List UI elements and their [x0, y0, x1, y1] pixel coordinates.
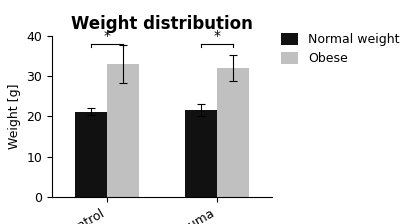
- Legend: Normal weight, Obese: Normal weight, Obese: [281, 33, 400, 65]
- Bar: [75, 112, 107, 197]
- Y-axis label: Weight [g]: Weight [g]: [8, 84, 21, 149]
- Bar: [217, 68, 249, 197]
- Text: *: *: [214, 29, 220, 43]
- Title: Weight distribution: Weight distribution: [71, 15, 253, 33]
- Bar: [185, 110, 217, 197]
- Bar: [107, 64, 139, 197]
- Text: *: *: [104, 29, 110, 43]
